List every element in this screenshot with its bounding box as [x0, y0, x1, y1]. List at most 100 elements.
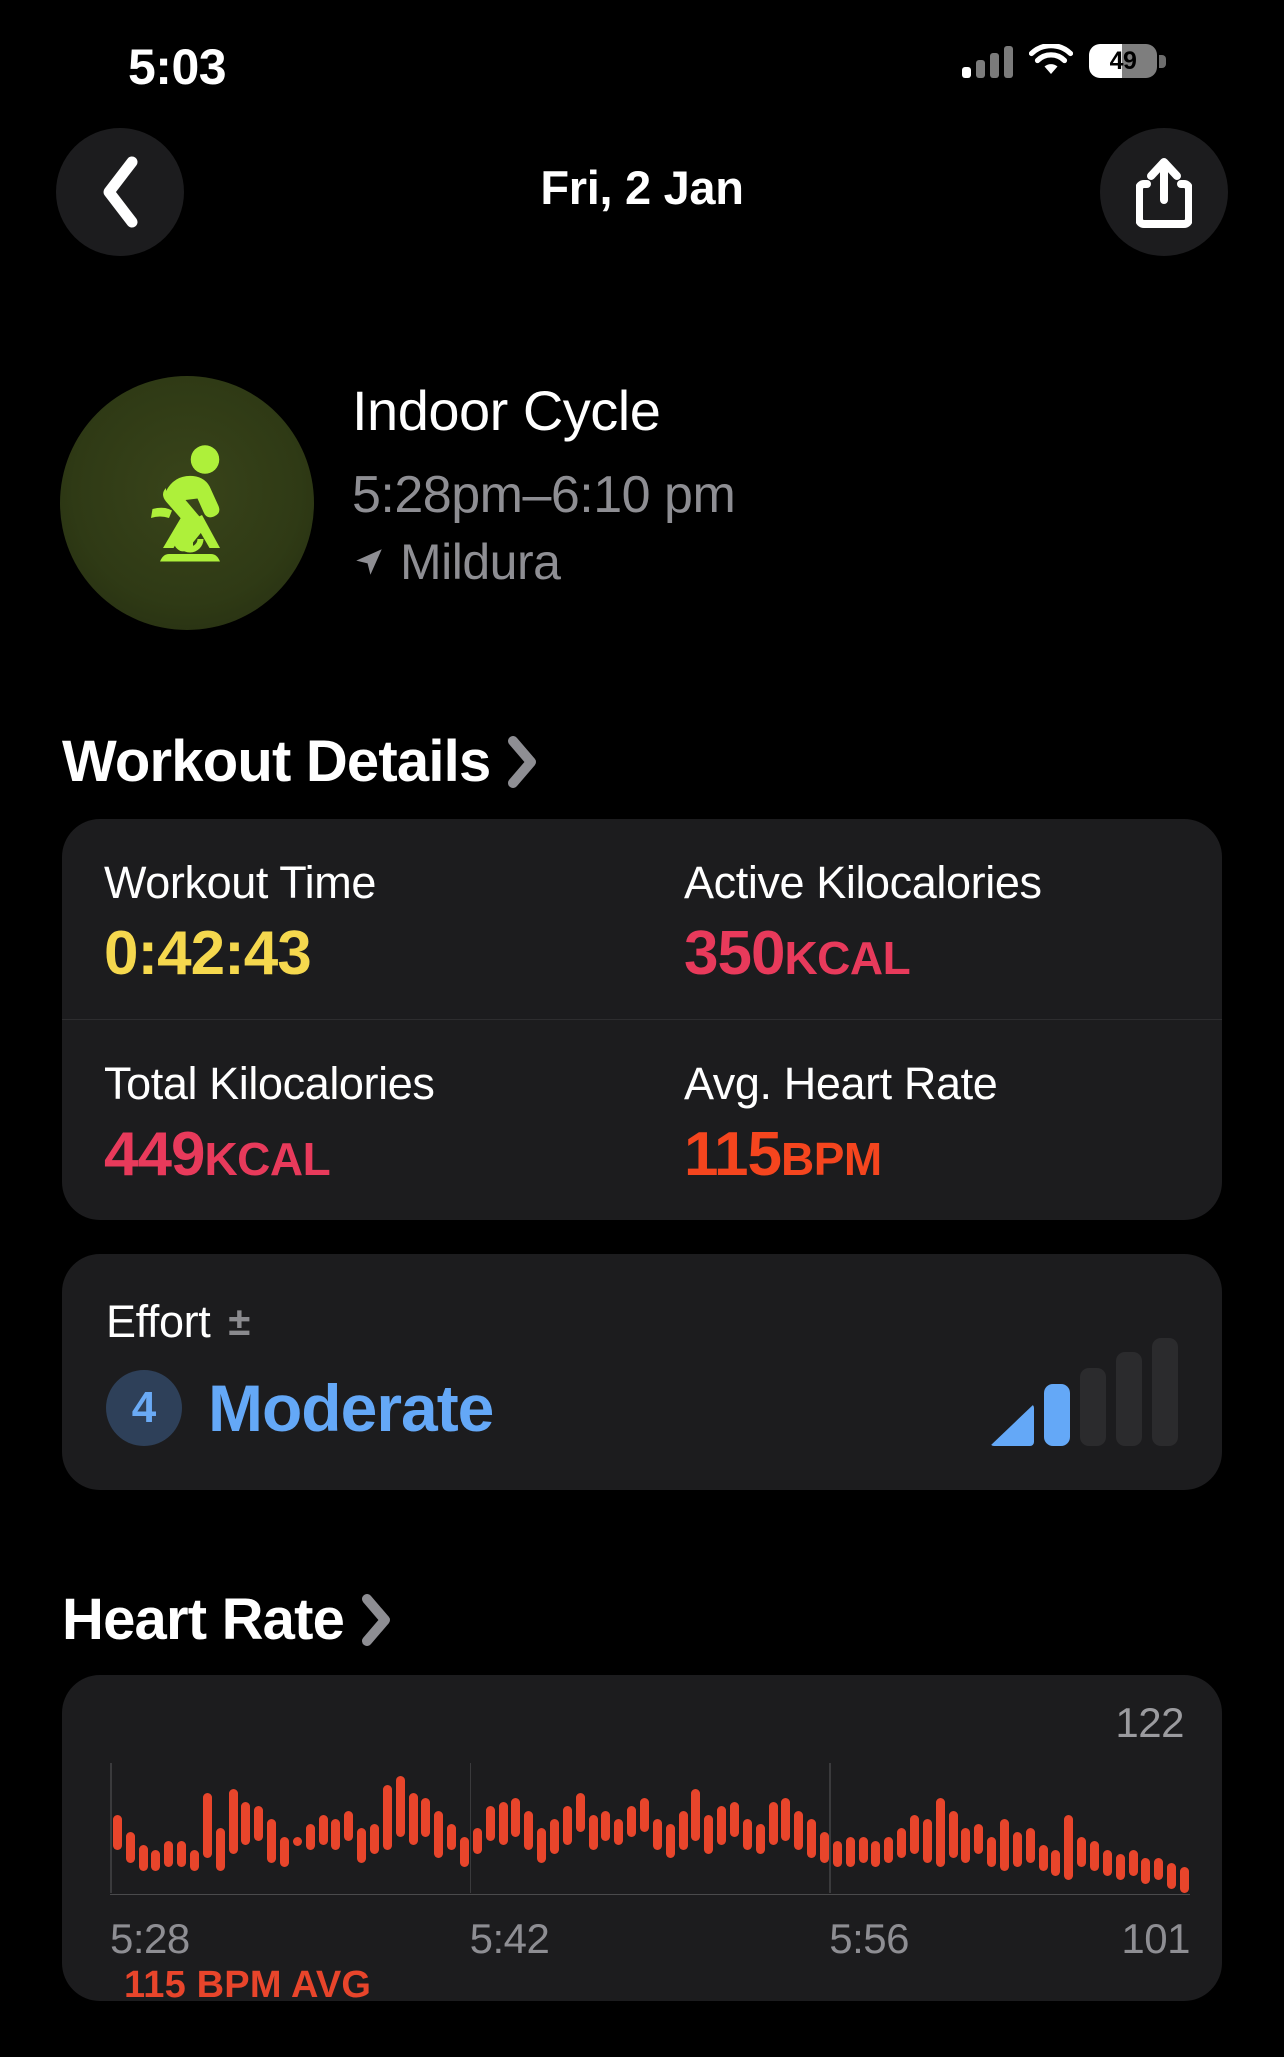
- share-button[interactable]: [1100, 128, 1228, 256]
- chart-bar: [832, 1841, 842, 1867]
- chart-bar: [781, 1797, 791, 1841]
- share-icon: [1136, 158, 1192, 228]
- chart-bar: [408, 1793, 418, 1846]
- chart-bar: [485, 1806, 495, 1841]
- chevron-left-icon: [103, 156, 138, 228]
- chart-max-label: 122: [1115, 1699, 1184, 1746]
- stat-number: 449: [104, 1120, 205, 1189]
- effort-value-row: 4 Moderate: [106, 1370, 1178, 1446]
- stat-workout-time: Workout Time 0:42:43: [62, 819, 642, 1020]
- chart-bar: [819, 1832, 829, 1863]
- chart-bar: [768, 1802, 778, 1846]
- chart-bar: [1179, 1867, 1189, 1893]
- chart-x-tick: 5:56: [829, 1915, 910, 1962]
- chart-bar: [215, 1828, 225, 1872]
- chart-bar: [897, 1828, 907, 1859]
- effort-header: Effort ±: [106, 1296, 1178, 1348]
- cellular-signal-icon: [962, 44, 1013, 78]
- chart-bar: [382, 1784, 392, 1850]
- chart-bar: [344, 1810, 354, 1841]
- stat-number: 350: [684, 919, 785, 988]
- back-button[interactable]: [56, 128, 184, 256]
- chart-x-tick: 5:42: [469, 1915, 550, 1962]
- chart-bar: [1102, 1849, 1112, 1876]
- chart-bar: [228, 1789, 238, 1854]
- chart-bar: [974, 1823, 984, 1854]
- chart-bar: [909, 1815, 919, 1854]
- chart-bar: [961, 1828, 971, 1863]
- battery-icon: 49: [1089, 44, 1166, 78]
- chart-bar: [755, 1823, 765, 1854]
- chart-bar: [1051, 1849, 1061, 1876]
- chart-bar: [254, 1806, 264, 1841]
- chart-bar: [1025, 1828, 1035, 1863]
- chevron-right-icon: [362, 1593, 391, 1646]
- stat-unit: KCAL: [204, 1133, 331, 1185]
- stat-label: Workout Time: [104, 857, 376, 908]
- workout-summary-header: Indoor Cycle 5:28pm–6:10 pm Mildura: [0, 248, 1284, 630]
- indoor-cycle-icon: [151, 445, 220, 562]
- chart-bar: [292, 1836, 302, 1846]
- chart-gridline: [829, 1763, 831, 1893]
- chart-bar: [524, 1810, 534, 1850]
- workout-time-range: 5:28pm–6:10 pm: [352, 465, 736, 524]
- stat-avg-heart-rate: Avg. Heart Rate 115BPM: [642, 1020, 1222, 1220]
- chart-bar: [884, 1836, 894, 1863]
- stat-value: 0:42:43: [104, 923, 642, 985]
- chart-bar: [1064, 1815, 1074, 1880]
- chart-bar: [305, 1823, 315, 1850]
- chart-bar: [279, 1836, 289, 1867]
- status-bar: 5:03 49: [0, 0, 1284, 118]
- chart-bar: [357, 1828, 367, 1863]
- chart-gridline: [469, 1763, 472, 1893]
- chart-bar: [318, 1815, 328, 1846]
- chart-x-axis: 101 5:28 5:42 5:56: [110, 1915, 1190, 1965]
- chart-bar: [858, 1836, 868, 1863]
- heart-rate-heading[interactable]: Heart Rate: [0, 1586, 1284, 1653]
- status-bar-indicators: 49: [962, 44, 1166, 78]
- navigation-bar: Fri, 2 Jan: [0, 118, 1284, 256]
- chart-bar: [562, 1806, 572, 1846]
- chart-bar: [151, 1849, 161, 1872]
- page-title: Fri, 2 Jan: [540, 161, 744, 214]
- workout-title: Indoor Cycle: [352, 379, 661, 442]
- workout-details-title: Workout Details: [62, 729, 491, 794]
- battery-percent: 49: [1109, 46, 1137, 75]
- stat-label: Total Kilocalories: [104, 1058, 435, 1109]
- chart-footnote: 115 BPM AVG: [124, 1964, 372, 2001]
- chart-bar: [922, 1819, 932, 1863]
- effort-card[interactable]: Effort ± 4 Moderate: [62, 1254, 1222, 1490]
- chart-bar: [627, 1806, 637, 1837]
- chart-bar: [1012, 1832, 1022, 1867]
- chart-x-tick: 5:28: [110, 1915, 190, 1962]
- chart-bar: [652, 1819, 662, 1850]
- workout-details-heading[interactable]: Workout Details: [0, 728, 1284, 795]
- stat-value: 350KCAL: [684, 923, 1222, 985]
- chart-bar: [331, 1819, 341, 1850]
- chart-bar: [241, 1802, 251, 1846]
- chart-bar: [691, 1789, 701, 1841]
- workout-details-card: Workout Time 0:42:43 Active Kilocalories…: [62, 819, 1222, 1220]
- stat-value: 449KCAL: [104, 1124, 642, 1186]
- chart-bar: [1154, 1858, 1164, 1880]
- chart-bar: [434, 1810, 444, 1859]
- chart-bar: [549, 1819, 559, 1854]
- chart-bar: [871, 1841, 881, 1867]
- chart-bar: [125, 1832, 135, 1863]
- chart-baseline: [110, 1893, 1190, 1895]
- chart-bar: [421, 1797, 431, 1837]
- chart-bar: [202, 1793, 212, 1859]
- chart-bar: [665, 1823, 675, 1859]
- heart-rate-chart-card[interactable]: 122 101 5:28 5:42 5:56 115 BPM AVG: [62, 1675, 1222, 2001]
- workout-location-label: Mildura: [400, 533, 561, 590]
- chart-bar: [177, 1841, 187, 1867]
- chart-bar: [1038, 1845, 1048, 1872]
- stat-unit: KCAL: [784, 932, 911, 984]
- stat-unit: BPM: [781, 1133, 882, 1185]
- effort-rating-badge: 4: [106, 1370, 182, 1446]
- chart-bar: [1115, 1854, 1125, 1880]
- chart-bar: [1077, 1836, 1087, 1867]
- status-bar-time: 5:03: [128, 39, 227, 95]
- stat-value: 115BPM: [684, 1124, 1222, 1186]
- plus-minus-icon: ±: [228, 1300, 251, 1344]
